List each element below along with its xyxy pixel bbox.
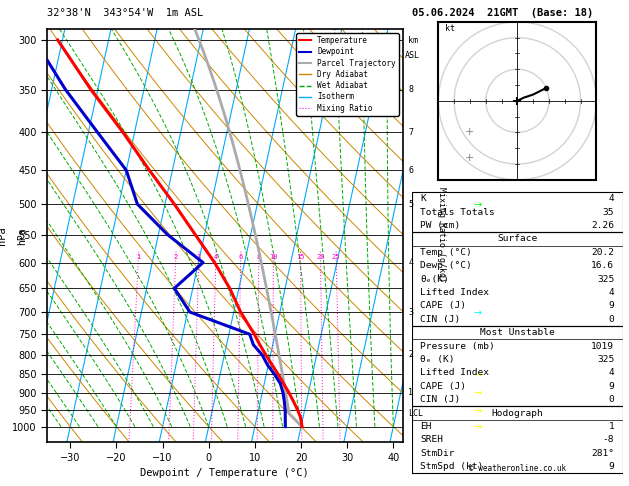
Text: 2: 2 <box>408 350 413 360</box>
Text: LCL: LCL <box>408 409 423 418</box>
Text: 1: 1 <box>408 388 413 397</box>
Text: 6: 6 <box>238 254 243 260</box>
Text: $\rightarrow$: $\rightarrow$ <box>472 421 484 432</box>
Text: 281°: 281° <box>591 449 615 458</box>
Text: 2: 2 <box>174 254 178 260</box>
Text: 0: 0 <box>608 315 615 324</box>
Text: +: + <box>465 153 475 163</box>
Text: 16.6: 16.6 <box>591 261 615 270</box>
Text: K: K <box>420 194 426 203</box>
Text: Hodograph: Hodograph <box>491 409 543 417</box>
Text: StmDir: StmDir <box>420 449 455 458</box>
Text: hPa: hPa <box>18 227 27 244</box>
Text: 2.26: 2.26 <box>591 221 615 230</box>
Text: StmSpd (kt): StmSpd (kt) <box>420 462 484 471</box>
Text: 7: 7 <box>408 128 413 137</box>
Text: 10: 10 <box>269 254 277 260</box>
Text: 5: 5 <box>408 200 413 208</box>
Text: CAPE (J): CAPE (J) <box>420 382 467 391</box>
Text: $\rightarrow$: $\rightarrow$ <box>472 35 484 45</box>
Text: ASL: ASL <box>405 51 420 60</box>
Text: Lifted Index: Lifted Index <box>420 368 489 377</box>
Text: 1019: 1019 <box>591 342 615 350</box>
Text: 20.2: 20.2 <box>591 248 615 257</box>
Text: $\rightarrow$: $\rightarrow$ <box>472 199 484 209</box>
Text: Temp (°C): Temp (°C) <box>420 248 472 257</box>
Text: 325: 325 <box>597 275 615 283</box>
Text: θₑ (K): θₑ (K) <box>420 355 455 364</box>
Text: 8: 8 <box>257 254 261 260</box>
Text: 325: 325 <box>597 355 615 364</box>
Text: 25: 25 <box>332 254 340 260</box>
Text: 4: 4 <box>214 254 218 260</box>
Text: Mixing Ratio (g/kg): Mixing Ratio (g/kg) <box>437 187 446 282</box>
Text: 4: 4 <box>408 258 413 267</box>
Text: Surface: Surface <box>498 234 537 243</box>
Text: $\rightarrow$: $\rightarrow$ <box>472 405 484 415</box>
Text: 4: 4 <box>608 194 615 203</box>
Text: © weatheronline.co.uk: © weatheronline.co.uk <box>469 464 566 473</box>
Text: Dewp (°C): Dewp (°C) <box>420 261 472 270</box>
Text: CAPE (J): CAPE (J) <box>420 301 467 311</box>
Text: -8: -8 <box>603 435 615 444</box>
Text: CIN (J): CIN (J) <box>420 395 460 404</box>
Text: 9: 9 <box>608 382 615 391</box>
Text: PW (cm): PW (cm) <box>420 221 460 230</box>
Text: kt: kt <box>445 24 455 34</box>
Y-axis label: hPa: hPa <box>0 226 7 245</box>
Legend: Temperature, Dewpoint, Parcel Trajectory, Dry Adiabat, Wet Adiabat, Isotherm, Mi: Temperature, Dewpoint, Parcel Trajectory… <box>296 33 399 116</box>
Text: 9: 9 <box>608 301 615 311</box>
Text: 1: 1 <box>608 422 615 431</box>
Text: 9: 9 <box>608 462 615 471</box>
Text: 4: 4 <box>608 368 615 377</box>
Text: EH: EH <box>420 422 432 431</box>
Text: 20: 20 <box>316 254 325 260</box>
Text: 1: 1 <box>136 254 140 260</box>
Text: 32°38'N  343°54'W  1m ASL: 32°38'N 343°54'W 1m ASL <box>47 8 203 18</box>
Text: Lifted Index: Lifted Index <box>420 288 489 297</box>
Text: 3: 3 <box>197 254 201 260</box>
Text: Most Unstable: Most Unstable <box>480 328 555 337</box>
Text: SREH: SREH <box>420 435 443 444</box>
Text: θₑ(K): θₑ(K) <box>420 275 449 283</box>
Text: 0: 0 <box>608 395 615 404</box>
Text: Totals Totals: Totals Totals <box>420 208 495 217</box>
Text: 8: 8 <box>408 85 413 94</box>
Text: $\rightarrow$: $\rightarrow$ <box>472 369 484 380</box>
Text: Pressure (mb): Pressure (mb) <box>420 342 495 350</box>
Text: +: + <box>465 127 475 138</box>
Text: 15: 15 <box>296 254 305 260</box>
Text: 6: 6 <box>408 166 413 175</box>
Text: $\rightarrow$: $\rightarrow$ <box>472 307 484 317</box>
Text: CIN (J): CIN (J) <box>420 315 460 324</box>
X-axis label: Dewpoint / Temperature (°C): Dewpoint / Temperature (°C) <box>140 468 309 478</box>
Text: km: km <box>408 35 418 45</box>
Text: $\rightarrow$: $\rightarrow$ <box>472 388 484 398</box>
Text: 3: 3 <box>408 308 413 316</box>
Text: 4: 4 <box>608 288 615 297</box>
Text: 05.06.2024  21GMT  (Base: 18): 05.06.2024 21GMT (Base: 18) <box>412 8 593 18</box>
Text: 35: 35 <box>603 208 615 217</box>
